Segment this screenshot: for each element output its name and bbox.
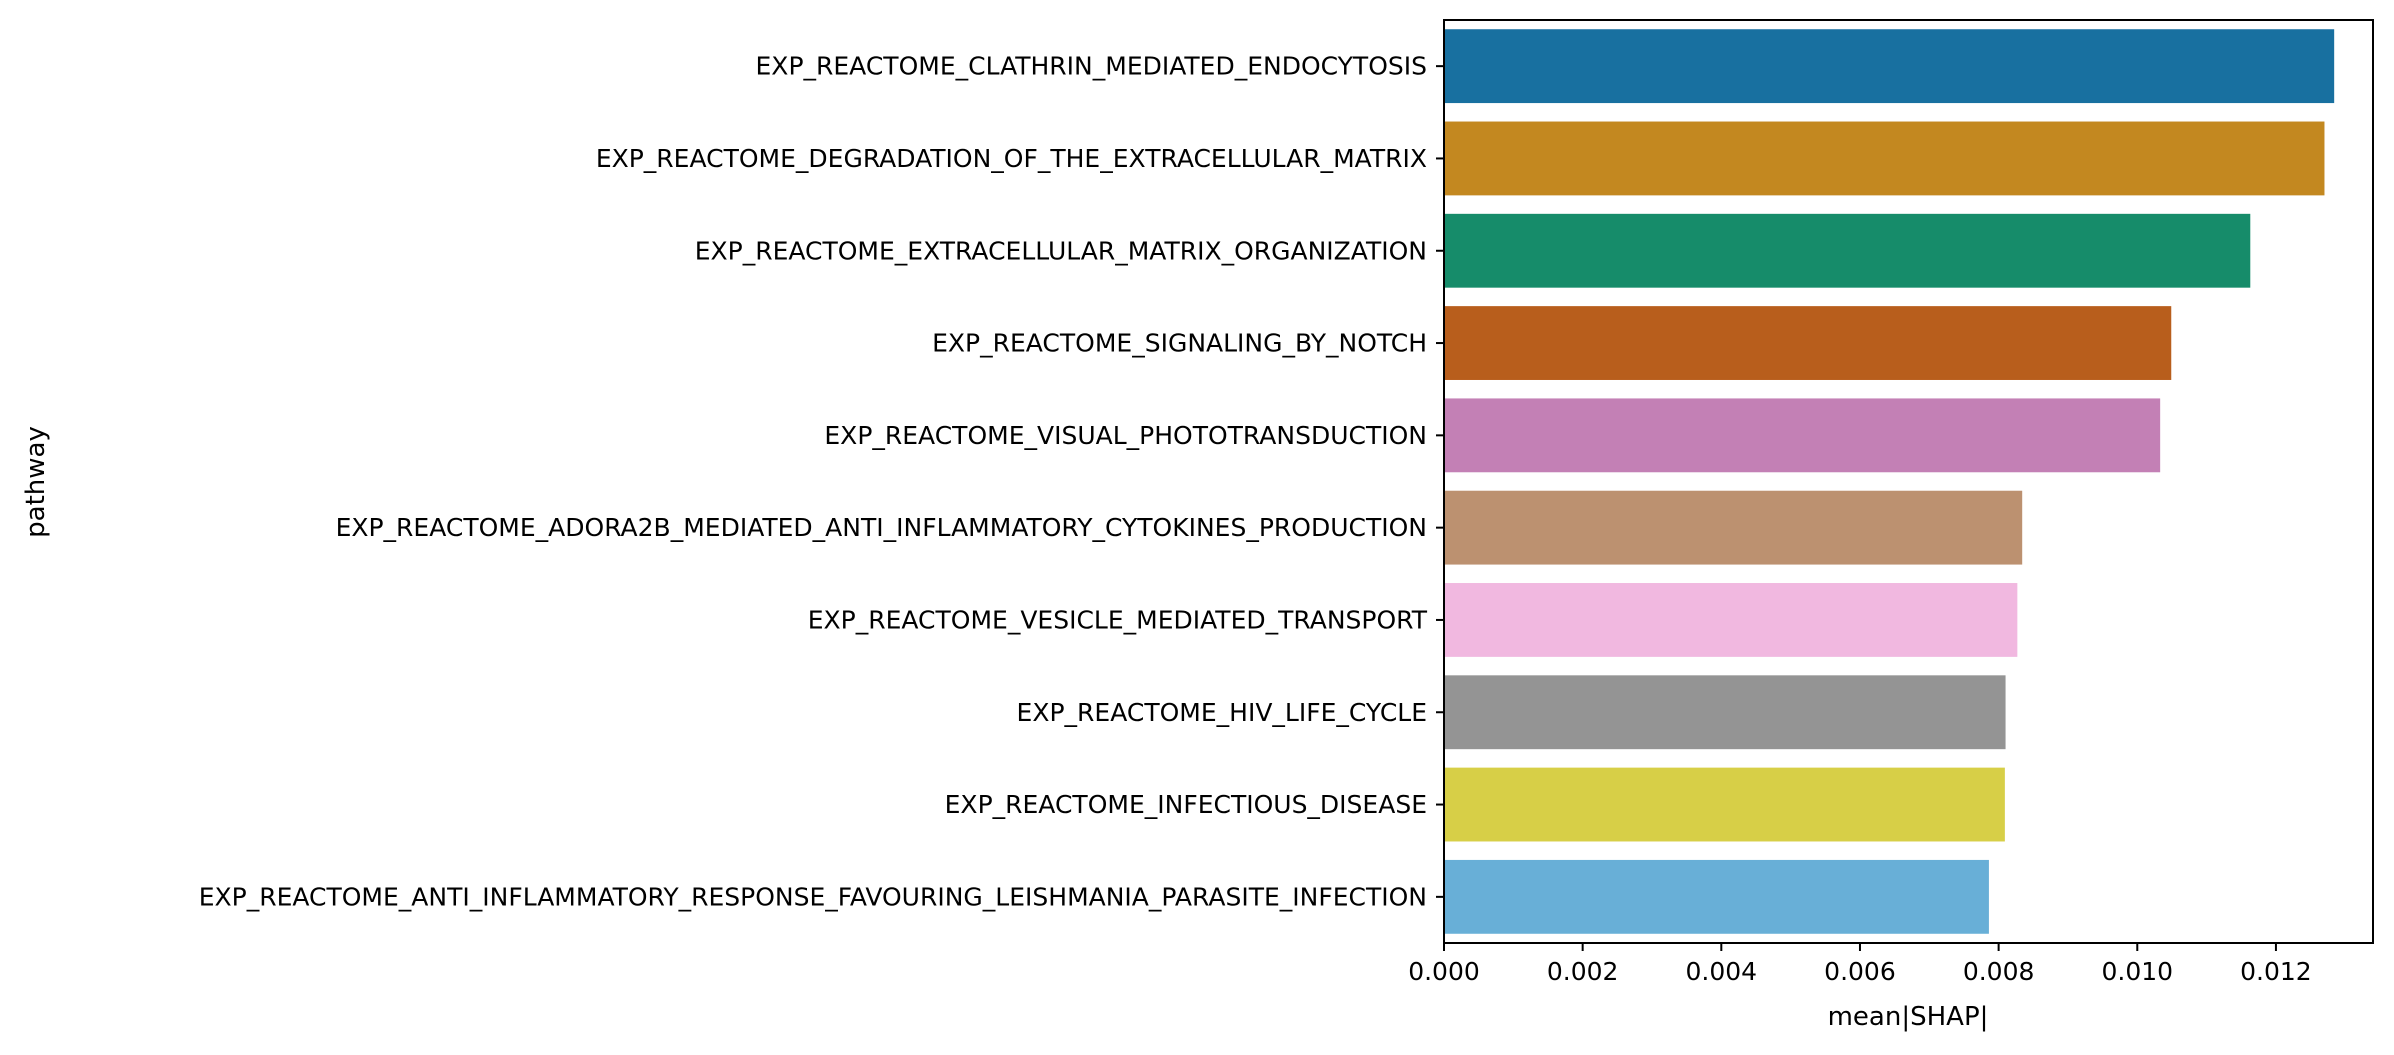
y-tick-label: EXP_REACTOME_SIGNALING_BY_NOTCH: [932, 329, 1427, 358]
bars-layer: [1444, 29, 2335, 934]
bar-8: [1444, 675, 2006, 750]
y-tick-label: EXP_REACTOME_INFECTIOUS_DISEASE: [945, 790, 1427, 819]
x-tick-label: 0.012: [2240, 957, 2312, 986]
y-tick-label: EXP_REACTOME_EXTRACELLULAR_MATRIX_ORGANI…: [695, 236, 1427, 265]
bar-9: [1444, 767, 2005, 842]
bar-3: [1444, 213, 2251, 288]
y-tick-label: EXP_REACTOME_ANTI_INFLAMMATORY_RESPONSE_…: [199, 882, 1427, 911]
y-axis: EXP_REACTOME_CLATHRIN_MEDIATED_ENDOCYTOS…: [199, 52, 1444, 911]
x-tick-label: 0.006: [1824, 957, 1896, 986]
x-tick-label: 0.008: [1963, 957, 2035, 986]
bar-5: [1444, 398, 2161, 473]
x-tick-label: 0.010: [2101, 957, 2173, 986]
bar-10: [1444, 859, 1989, 934]
bar-4: [1444, 306, 2172, 380]
bar-6: [1444, 490, 2023, 565]
y-tick-label: EXP_REACTOME_VISUAL_PHOTOTRANSDUCTION: [824, 421, 1427, 450]
bar-2: [1444, 121, 2325, 196]
y-tick-label: EXP_REACTOME_HIV_LIFE_CYCLE: [1017, 698, 1427, 727]
x-tick-label: 0.002: [1547, 957, 1619, 986]
x-tick-label: 0.000: [1408, 957, 1480, 986]
y-tick-label: EXP_REACTOME_ADORA2B_MEDIATED_ANTI_INFLA…: [336, 513, 1427, 542]
y-tick-label: EXP_REACTOME_DEGRADATION_OF_THE_EXTRACEL…: [596, 144, 1427, 173]
plot-frame: [1443, 19, 2374, 944]
x-axis-label: mean|SHAP|: [1828, 1002, 1989, 1032]
y-tick-label: EXP_REACTOME_VESICLE_MEDIATED_TRANSPORT: [808, 605, 1428, 634]
y-tick-label: EXP_REACTOME_CLATHRIN_MEDIATED_ENDOCYTOS…: [756, 52, 1427, 81]
bar-1: [1444, 29, 2335, 104]
x-axis: 0.000 0.002 0.004 0.006 0.008 0.010 0.012: [1408, 943, 2312, 986]
bar-7: [1444, 583, 2018, 657]
y-axis-label: pathway: [21, 426, 51, 538]
x-tick-label: 0.004: [1686, 957, 1758, 986]
